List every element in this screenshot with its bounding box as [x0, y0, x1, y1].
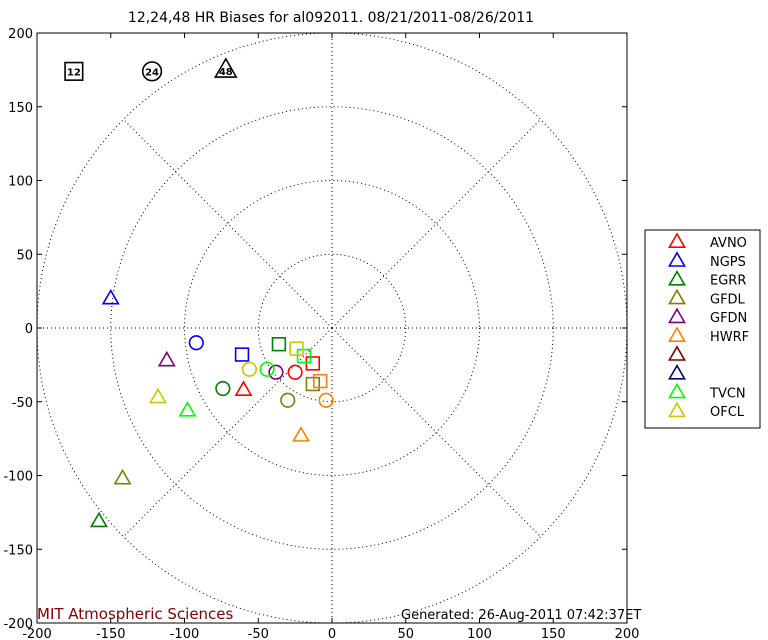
y-tick-label: 0	[25, 322, 33, 337]
key-marker-circle	[141, 61, 163, 82]
x-tick-label: 200	[615, 627, 640, 640]
bias-marker-avno-24h	[287, 364, 303, 380]
legend-marker	[668, 401, 686, 418]
y-tick-label: -200	[3, 617, 33, 632]
legend-label: GFDN	[710, 311, 747, 326]
grid-circle-150	[110, 106, 554, 550]
bias-marker-ngps-24h	[188, 335, 204, 351]
legend-marker	[668, 288, 686, 305]
legend-label: TVCN	[709, 386, 746, 401]
x-tick-label: -200	[22, 627, 52, 640]
generated-timestamp: Generated: 26-Aug-2011 07:42:37ET	[401, 608, 641, 623]
key-label-48: 48	[219, 67, 233, 78]
bias-marker-avno-12h	[305, 356, 321, 371]
bias-marker-gfdn-48h	[157, 350, 176, 367]
legend-entry: AVNO	[668, 232, 747, 251]
key-label-12: 12	[67, 67, 81, 78]
bias-marker-ofcl-24h	[241, 361, 257, 377]
x-tick-label: 100	[467, 627, 492, 640]
bias-marker-egrr-48h	[89, 511, 108, 528]
legend-entry: NGPS	[668, 251, 746, 270]
bias-marker-hwrf-48h	[292, 426, 311, 442]
y-tick-label: -100	[3, 470, 33, 485]
x-tick-label: -50	[248, 627, 269, 640]
bias-markers	[89, 288, 334, 528]
legend-marker	[668, 363, 686, 380]
key-label-24: 24	[145, 67, 159, 78]
legend-marker	[668, 345, 686, 361]
legend-label: EGRR	[710, 274, 746, 289]
bias-marker-ngps-12h	[234, 347, 250, 362]
legend-items: AVNO NGPS EGRR GFDL GFDN HWRF TVCN OFCL	[668, 232, 749, 420]
grid-circle-100	[184, 180, 480, 476]
y-tick-label: 50	[16, 248, 33, 263]
legend-marker	[668, 307, 686, 324]
y-tick-label: 150	[8, 101, 33, 116]
legend-entry: OFCL	[668, 401, 745, 420]
x-tick-label: 50	[397, 627, 414, 640]
legend-entry: EGRR	[668, 269, 746, 289]
bias-marker-ofcl-48h	[148, 387, 167, 404]
bias-marker-tvcn-12h	[296, 348, 312, 364]
x-tick-label: -100	[170, 627, 200, 640]
bias-marker-ofcl-12h	[289, 341, 304, 356]
legend-entry: GFDN	[668, 307, 747, 326]
legend-entry	[668, 345, 686, 361]
bias-marker-egrr-24h	[215, 380, 231, 397]
y-tick-label: -50	[12, 396, 33, 411]
legend-marker	[668, 251, 686, 267]
x-tick-label: 0	[328, 627, 336, 640]
axis-ticks: -200 -150 -100 -50 0 50 100 150 200 -200 -150 -100 -…	[3, 27, 639, 640]
bias-marker-ngps-48h	[101, 288, 120, 305]
key-circle-24: 24	[141, 61, 163, 82]
y-tick-label: -150	[3, 543, 33, 558]
grid-circle-50	[257, 253, 407, 403]
legend: AVNO NGPS EGRR GFDL GFDN HWRF TVCN OFCL	[644, 229, 761, 429]
bias-marker-gfdl-12h	[305, 376, 321, 392]
credit-text: MIT Atmospheric Sciences	[37, 605, 234, 623]
bias-marker-gfdl-48h	[113, 468, 132, 485]
y-tick-label: 100	[8, 175, 33, 190]
legend-label: GFDL	[710, 292, 746, 307]
bias-marker-tvcn-24h	[259, 361, 275, 377]
legend-entry: TVCN	[668, 382, 746, 401]
key-square-12: 12	[64, 61, 84, 81]
legend-entry: HWRF	[668, 326, 749, 345]
legend-label: NGPS	[710, 255, 746, 270]
legend-label: OFCL	[710, 405, 745, 420]
key-triangle-48: 48	[213, 57, 238, 78]
chart-title: 12,24,48 HR Biases for al092011. 08/21/2…	[128, 10, 534, 26]
legend-label: AVNO	[710, 236, 747, 251]
legend-entry	[668, 363, 686, 380]
y-tick-label: 200	[8, 27, 33, 42]
forecast-hour-key: 12 24 48	[64, 57, 238, 82]
bias-marker-avno-48h	[234, 380, 253, 396]
key-marker-square	[64, 61, 84, 81]
x-tick-label: -150	[96, 627, 126, 640]
legend-marker	[668, 326, 686, 343]
bias-marker-gfdl-24h	[280, 392, 296, 408]
legend-marker	[668, 232, 686, 248]
bias-marker-hwrf-12h	[312, 373, 328, 389]
key-marker-triangle	[213, 57, 238, 78]
legend-box	[644, 229, 761, 429]
legend-marker	[668, 269, 686, 286]
bias-marker-hwrf-24h	[318, 392, 334, 408]
bias-marker-egrr-12h	[271, 337, 287, 352]
bias-marker-tvcn-48h	[178, 400, 197, 417]
bias-marker-gfdn-24h	[268, 364, 284, 380]
legend-entry: GFDL	[668, 288, 746, 307]
legend-marker	[668, 382, 686, 399]
legend-label: HWRF	[710, 330, 749, 345]
x-tick-label: 150	[541, 627, 566, 640]
